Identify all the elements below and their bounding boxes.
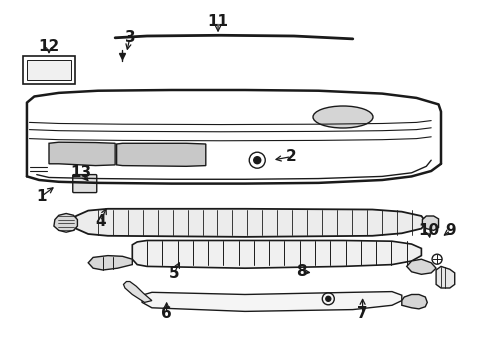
Circle shape	[326, 296, 331, 301]
Polygon shape	[54, 213, 77, 232]
Polygon shape	[88, 256, 132, 270]
Text: 2: 2	[286, 149, 297, 164]
Polygon shape	[123, 282, 152, 302]
Text: 9: 9	[445, 223, 456, 238]
Polygon shape	[402, 294, 427, 309]
Text: 4: 4	[95, 214, 106, 229]
Text: 1: 1	[36, 189, 47, 204]
Bar	[27, 60, 71, 80]
Polygon shape	[436, 266, 455, 288]
Text: 3: 3	[124, 30, 135, 45]
Text: 13: 13	[70, 165, 92, 180]
Bar	[23, 56, 75, 84]
Text: 6: 6	[161, 306, 172, 321]
Polygon shape	[407, 259, 436, 274]
Text: 12: 12	[38, 39, 60, 54]
Text: 7: 7	[357, 306, 368, 321]
Polygon shape	[422, 216, 439, 230]
Text: 10: 10	[418, 223, 440, 238]
Polygon shape	[132, 240, 421, 268]
Ellipse shape	[313, 106, 373, 128]
Circle shape	[254, 157, 261, 164]
Text: 5: 5	[169, 266, 179, 281]
Polygon shape	[49, 142, 115, 166]
Text: 8: 8	[296, 264, 307, 279]
Polygon shape	[142, 292, 402, 311]
Polygon shape	[74, 209, 426, 237]
Text: 11: 11	[208, 14, 228, 29]
Polygon shape	[117, 143, 206, 166]
FancyBboxPatch shape	[73, 175, 97, 193]
